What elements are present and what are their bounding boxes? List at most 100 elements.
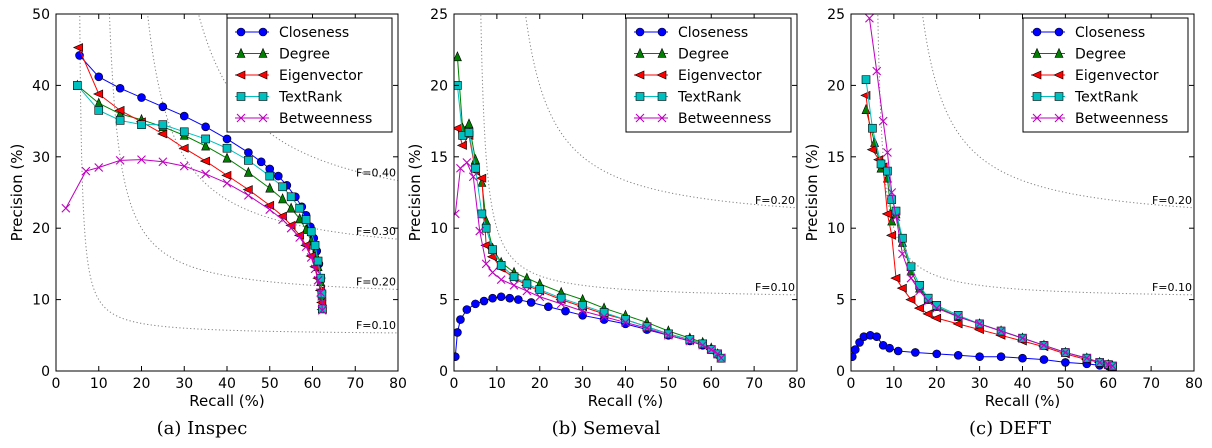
legend-label: Eigenvector (678, 68, 762, 84)
data-point-betweenness (923, 296, 933, 306)
legend-marker (1032, 47, 1042, 58)
data-point-eigenvector (922, 309, 933, 319)
legend-marker (236, 27, 246, 37)
data-point-degree (454, 51, 462, 62)
data-point-betweenness (496, 275, 506, 284)
data-point-closeness (471, 299, 480, 309)
data-point-betweenness (898, 249, 907, 259)
legend-marker (258, 47, 268, 58)
x-tick-label: 50 (1056, 376, 1074, 392)
y-tick-label: 10 (430, 221, 448, 237)
legend-marker (635, 27, 645, 37)
data-point-textrank (923, 293, 933, 303)
x-tick-label: 70 (346, 376, 364, 392)
legend: Closeness Degree Eigenvector TextRank Betwee… (625, 17, 792, 133)
legend-marker (1032, 27, 1042, 37)
x-tick-label: 0 (450, 376, 459, 392)
data-point-eigenvector (456, 140, 467, 150)
y-tick-label: 50 (32, 7, 50, 23)
chart-panel-3: F=0.10 F=0.20 0 10 20 30 40 50 60 70 80 0 5 10 15 20 25 R… (803, 7, 1203, 410)
data-point-eigenvector (199, 156, 210, 166)
legend-label: Degree (1075, 47, 1126, 63)
iso-f-label: F=0.30 (356, 225, 396, 238)
x-tick-label: 50 (261, 376, 279, 392)
y-axis-label: Precision (%) (406, 144, 424, 242)
y-tick-label: 5 (439, 293, 448, 309)
legend-marker (258, 113, 268, 123)
data-point-degree (882, 172, 892, 183)
data-point-eigenvector (905, 295, 916, 305)
data-point-eigenvector (178, 143, 189, 153)
x-axis-label: Recall (%) (588, 392, 663, 410)
data-point-betweenness (286, 223, 296, 233)
legend-marker (1032, 92, 1042, 101)
data-point-textrank (265, 171, 275, 181)
data-point-closeness (488, 293, 497, 303)
legend-marker (635, 92, 645, 101)
legend-marker (657, 27, 667, 37)
y-axis-label: Precision (%) (8, 144, 26, 242)
data-point-textrank (621, 315, 630, 324)
x-tick-label: 10 (90, 376, 108, 392)
y-tick-label: 0 (41, 364, 50, 380)
legend-marker (236, 92, 246, 101)
x-axis-label: Recall (%) (189, 392, 264, 410)
data-point-textrank (310, 241, 320, 250)
data-point-degree (222, 152, 232, 163)
iso-f-curve (108, 14, 398, 290)
chart-panel-2: F=0.10 F=0.20 0 10 20 30 40 50 60 70 80 0 5 10 15 20 25 R… (406, 7, 806, 410)
x-tick-label: 20 (133, 376, 151, 392)
data-point-betweenness (1018, 333, 1027, 343)
data-point-degree (243, 166, 253, 177)
legend-marker (634, 70, 645, 80)
legend-label: TextRank (677, 90, 742, 106)
x-tick-label: 20 (531, 376, 549, 392)
data-point-betweenness (1095, 358, 1105, 367)
y-tick-label: 0 (439, 364, 448, 380)
legend-label: TextRank (278, 90, 343, 106)
x-tick-label: 80 (389, 376, 407, 392)
x-tick-label: 80 (1185, 376, 1203, 392)
data-point-betweenness (891, 212, 901, 222)
legend-marker (1054, 47, 1064, 58)
data-point-betweenness (310, 264, 320, 274)
data-point-textrank (509, 272, 519, 282)
legend-marker (657, 47, 667, 58)
data-point-closeness (872, 332, 882, 342)
data-point-closeness (158, 102, 168, 112)
data-point-closeness (1061, 358, 1070, 367)
data-point-textrank (861, 75, 871, 84)
data-point-closeness (544, 302, 553, 312)
series-line-eigenvector (456, 128, 722, 359)
data-point-closeness (953, 350, 963, 360)
series-group (61, 43, 327, 315)
data-point-closeness (932, 349, 942, 359)
data-point-betweenness (301, 242, 311, 252)
iso-f-curve (197, 14, 398, 182)
data-point-degree (286, 202, 296, 213)
data-point-betweenness (865, 14, 874, 23)
data-point-degree (861, 103, 871, 114)
legend-marker (657, 113, 667, 123)
data-point-closeness (201, 122, 210, 132)
data-point-closeness (851, 352, 857, 362)
data-point-textrank (201, 134, 210, 144)
series-group (454, 51, 726, 363)
iso-f-curve (877, 14, 1194, 296)
data-point-betweenness (509, 280, 519, 290)
x-tick-label: 70 (745, 376, 763, 392)
caption-semeval: (b) Semeval (551, 418, 661, 439)
legend-marker (258, 27, 268, 37)
x-tick-label: 60 (702, 376, 720, 392)
caption-deft: (c) DEFT (969, 418, 1051, 439)
data-point-betweenness (61, 203, 71, 213)
data-point-betweenness (698, 340, 708, 350)
data-point-betweenness (1060, 348, 1070, 357)
data-point-closeness (454, 352, 460, 362)
data-point-textrank (522, 279, 532, 289)
data-point-betweenness (872, 66, 882, 76)
data-point-betweenness (932, 303, 942, 313)
data-point-textrank (868, 123, 877, 133)
iso-f-label: F=0.10 (1152, 281, 1192, 294)
data-point-textrank (556, 293, 566, 303)
